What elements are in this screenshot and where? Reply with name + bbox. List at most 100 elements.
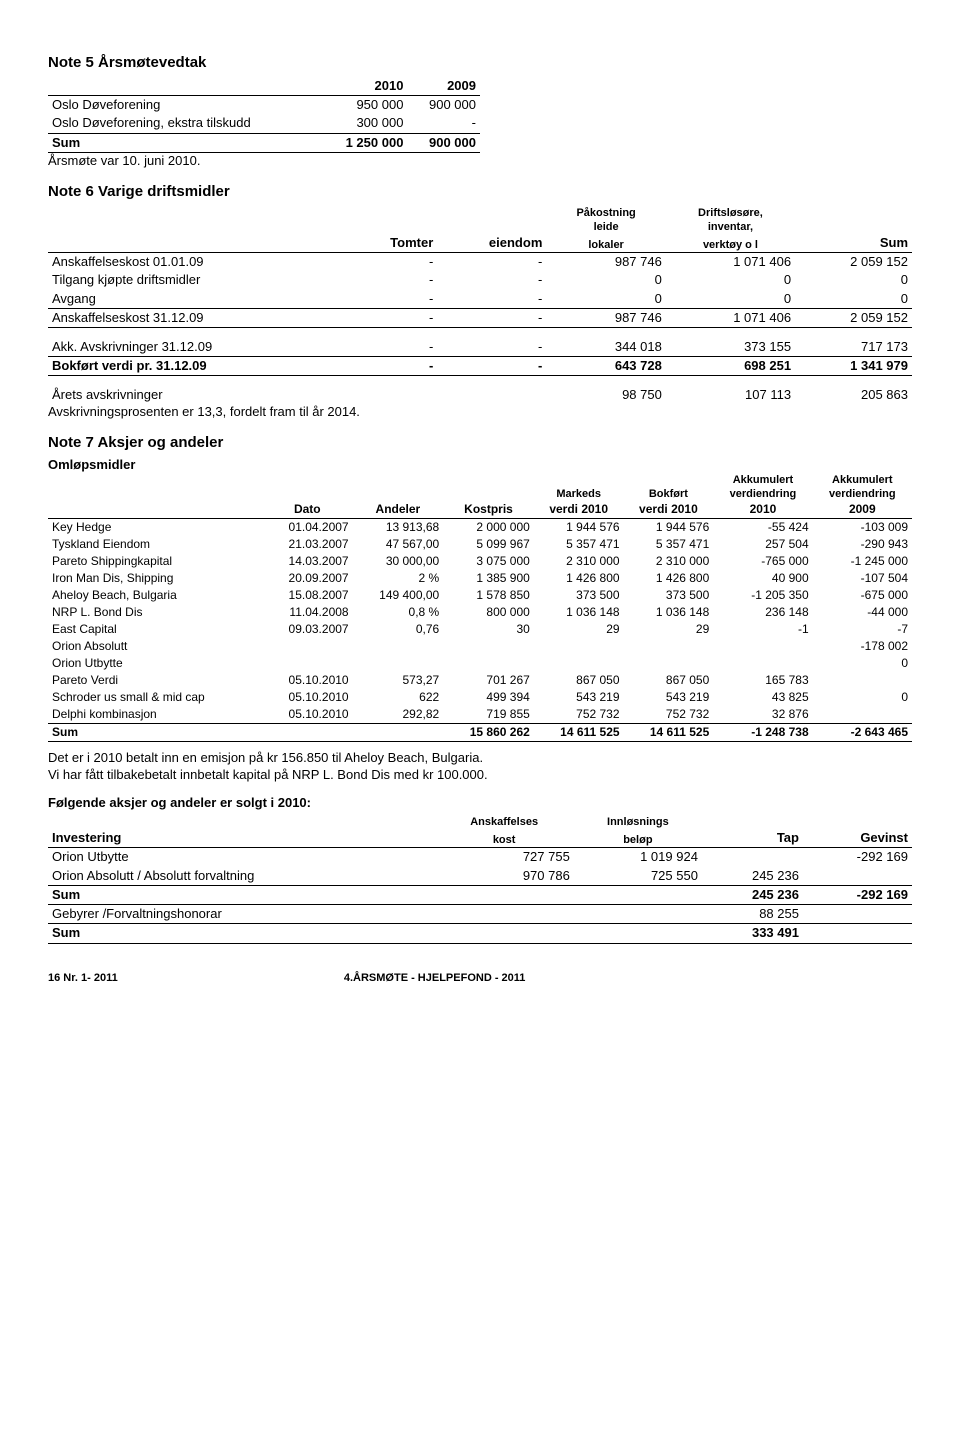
row-value: 800 000 [443,604,534,621]
n5-h1: 2010 [321,77,408,96]
row-value: 40 900 [713,570,812,587]
row-value: 09.03.2007 [262,621,353,638]
n7s-h-ansk-l2: kost [434,829,573,848]
n7s-sum-4: -292 169 [803,885,912,904]
n7s-h-inv: Investering [48,829,434,848]
n7s-geb-0: Gebyrer /Forvaltningshonorar [48,905,434,924]
row-value: 1 944 576 [624,519,714,537]
row-value: 21.03.2007 [262,536,353,553]
n7s-sum-1 [434,885,573,904]
row-value [713,638,812,655]
n7s-r1c1: 970 786 [434,867,573,886]
n6-r0c4: 1 071 406 [666,253,795,272]
row-value: 373 500 [534,587,624,604]
n6-akk-c5: 717 173 [795,338,912,357]
n7-h-akk1-l2: verdiendring [713,487,812,501]
n6-bok-c0: Bokført verdi pr. 31.12.09 [48,356,347,375]
n7s-sum2-1 [434,924,573,943]
row-value: 543 219 [624,689,714,706]
row-value: 719 855 [443,706,534,724]
table-row: Key Hedge01.04.200713 913,682 000 0001 9… [48,519,912,537]
n6-h-inv-l3: verktøy o l [666,234,795,253]
n6-r0c0: Anskaffelseskost 01.01.09 [48,253,347,272]
row-value: 1 036 148 [624,604,714,621]
n7-sum-3: 15 860 262 [443,724,534,742]
n7s-h-gevinst: Gevinst [803,829,912,848]
row-value: -7 [813,621,912,638]
row-value: -103 009 [813,519,912,537]
n6-r1c5: 0 [795,271,912,289]
n7s-sum2-0: Sum [48,924,434,943]
footer-right: 4.ÅRSMØTE - HJELPEFOND - 2011 [344,972,526,984]
row-value: 752 732 [624,706,714,724]
n7s-r1c0: Orion Absolutt / Absolutt forvaltning [48,867,434,886]
n6-arets-c4: 107 113 [666,386,795,404]
n5-r0c0: Oslo Døveforening [48,96,321,115]
row-value: 0,76 [353,621,444,638]
note5-table: 2010 2009 Oslo Døveforening 950 000 900 … [48,77,480,153]
n6-arets-c0: Årets avskrivninger [48,386,347,404]
row-value: -1 205 350 [713,587,812,604]
n6-r2c5: 0 [795,290,912,309]
row-value: 0,8 % [353,604,444,621]
row-value: 30 000,00 [353,553,444,570]
row-value: -1 [713,621,812,638]
n7-h-mark-l1: Markeds [534,487,624,501]
note5-footnote: Årsmøte var 10. juni 2010. [48,153,912,169]
row-value [262,655,353,672]
n7s-sum2-4 [803,924,912,943]
row-value: 5 357 471 [624,536,714,553]
n7s-geb-1 [434,905,573,924]
row-value: 11.04.2008 [262,604,353,621]
row-value [262,638,353,655]
table-row: Orion Utbytte0 [48,655,912,672]
table-row: Iron Man Dis, Shipping20.09.20072 %1 385… [48,570,912,587]
n6-arets-c2 [437,386,546,404]
n6-r2c2: - [437,290,546,309]
row-value [443,655,534,672]
n6-r2c4: 0 [666,290,795,309]
n7s-sum-0: Sum [48,885,434,904]
n7s-geb-2 [574,905,702,924]
n7s-r0c2: 1 019 924 [574,848,702,867]
n7-h-mark-l2: verdi 2010 [534,501,624,519]
n6-r0c3: 987 746 [546,253,665,272]
n7s-sum2-2 [574,924,702,943]
n7s-r1c4 [803,867,912,886]
row-label: East Capital [48,621,262,638]
n5-sum-label: Sum [48,133,321,152]
note7-subtitle: Omløpsmidler [48,457,912,473]
row-label: Delphi kombinasjon [48,706,262,724]
note6-avskriv-note: Avskrivningsprosenten er 13,3, fordelt f… [48,404,912,420]
n7s-h-tap: Tap [702,829,803,848]
table-row: NRP L. Bond Dis11.04.20080,8 %800 000 1 0… [48,604,912,621]
n7s-r1c3: 245 236 [702,867,803,886]
table-row: Tyskland Eiendom21.03.200747 567,005 099… [48,536,912,553]
note6-table: Påkostning Driftsløsøre, leide inventar,… [48,206,912,404]
n5-r1c2: - [407,114,480,133]
n6-r3c0: Anskaffelseskost 31.12.09 [48,308,347,327]
n6-h-inv-l2: inventar, [666,220,795,234]
n6-h-leide-l3: lokaler [546,234,665,253]
n6-r0c5: 2 059 152 [795,253,912,272]
n6-akk-c4: 373 155 [666,338,795,357]
n7s-geb-3: 88 255 [702,905,803,924]
row-value: 05.10.2010 [262,706,353,724]
n7s-r0c3 [702,848,803,867]
note7-line2: Vi har fått tilbakebetalt innbetalt kapi… [48,767,912,783]
table-row: Delphi kombinasjon05.10.2010292,82719 85… [48,706,912,724]
row-value: 29 [534,621,624,638]
row-label: NRP L. Bond Dis [48,604,262,621]
n6-bok-c4: 698 251 [666,356,795,375]
n6-h-sum: Sum [795,234,912,253]
note7-solgt-title: Følgende aksjer og andeler er solgt i 20… [48,795,912,811]
n6-r1c2: - [437,271,546,289]
row-value [624,655,714,672]
row-value: 5 099 967 [443,536,534,553]
row-value: 05.10.2010 [262,689,353,706]
n5-r0c1: 950 000 [321,96,408,115]
row-label: Orion Utbytte [48,655,262,672]
n7-h-dato: Dato [262,501,353,519]
page-footer: 16 Nr. 1- 2011 4.ÅRSMØTE - HJELPEFOND - … [48,972,912,986]
row-value: 236 148 [713,604,812,621]
